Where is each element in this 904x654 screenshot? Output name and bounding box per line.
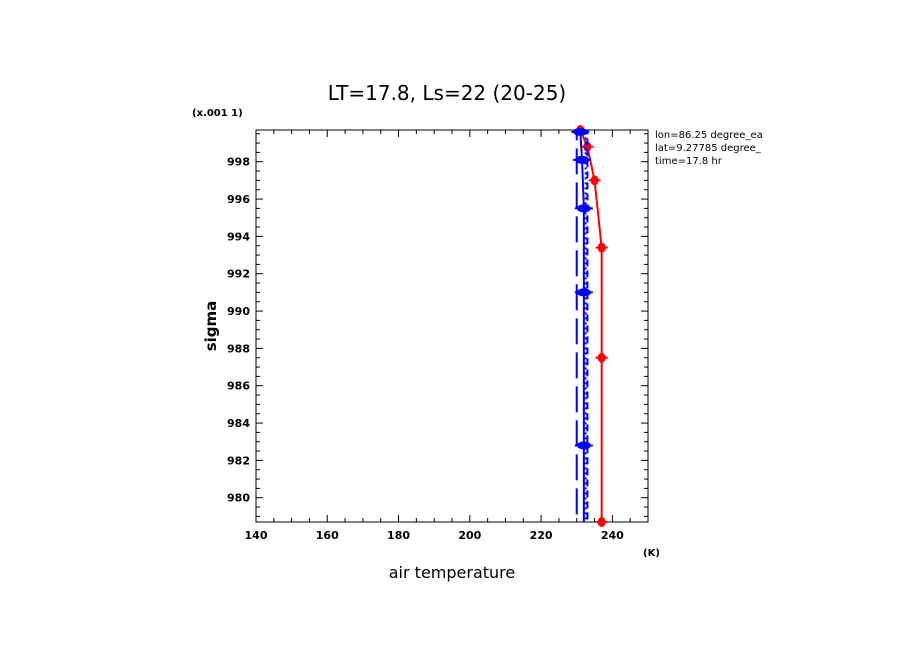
y-tick-label: 984 bbox=[227, 417, 250, 430]
chart-title: LT=17.8, Ls=22 (20-25) bbox=[328, 81, 566, 105]
y-tick-label: 992 bbox=[227, 268, 250, 281]
y-tick-label: 982 bbox=[227, 454, 250, 467]
y-tick-label: 996 bbox=[227, 193, 250, 206]
series-line bbox=[579, 131, 585, 522]
x-tick-label: 140 bbox=[245, 529, 268, 542]
y-tick-label: 994 bbox=[227, 230, 250, 243]
annotation-lon: lon=86.25 degree_ea bbox=[655, 130, 763, 141]
series-1 bbox=[579, 131, 585, 522]
annotation-time: time=17.8 hr bbox=[655, 156, 723, 167]
x-axis-title: air temperature bbox=[389, 563, 515, 582]
y-axis-title: sigma bbox=[202, 301, 220, 352]
y-tick-label: 988 bbox=[227, 342, 250, 355]
x-tick-label: 160 bbox=[316, 529, 339, 542]
y-tick-label: 998 bbox=[227, 156, 250, 169]
x-tick-label: 240 bbox=[601, 529, 624, 542]
y-multiplier-label: (x.001 1) bbox=[192, 108, 243, 119]
plot-frame bbox=[255, 129, 649, 523]
x-tick-label: 200 bbox=[458, 529, 481, 542]
x-unit-label: (K) bbox=[643, 548, 660, 559]
x-tick-label: 180 bbox=[387, 529, 410, 542]
y-tick-label: 990 bbox=[227, 305, 250, 318]
x-tick-label: 220 bbox=[530, 529, 553, 542]
annotation-lat: lat=9.27785 degree_ bbox=[655, 143, 762, 154]
y-tick-label: 986 bbox=[227, 380, 250, 393]
y-tick-label: 980 bbox=[227, 492, 250, 505]
